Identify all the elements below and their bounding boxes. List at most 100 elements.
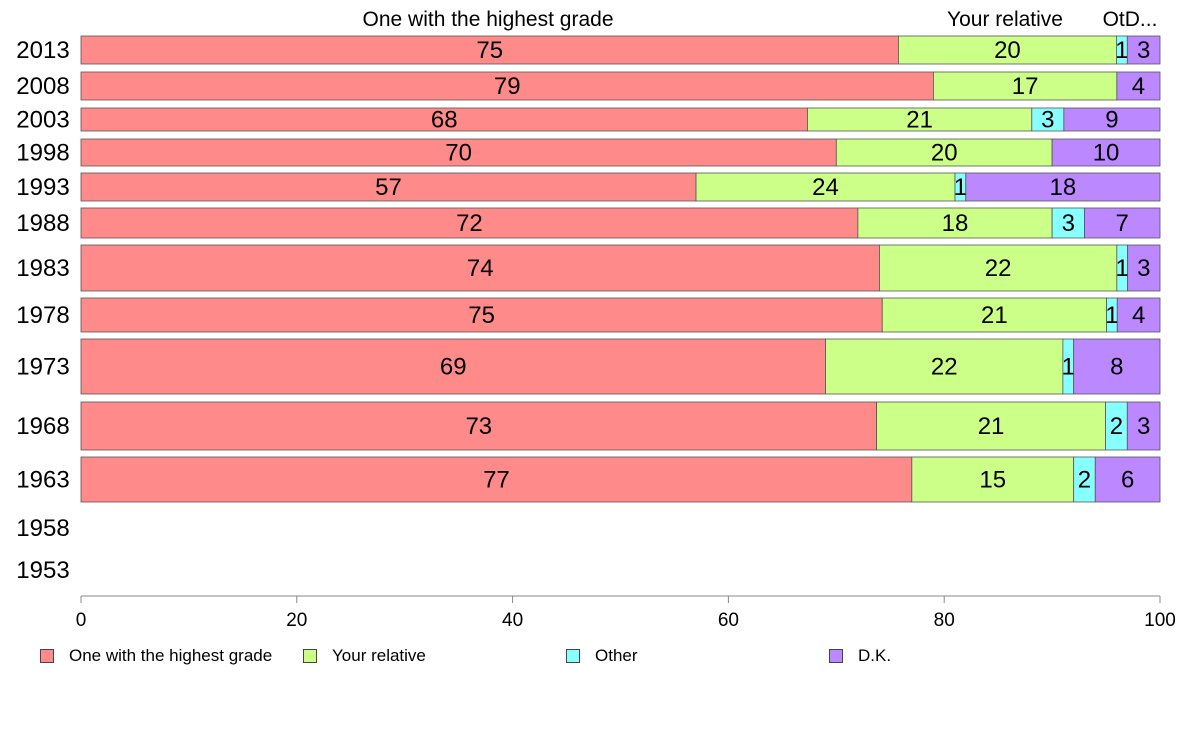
bar-1998-series-0: [80, 138, 837, 167]
bar-label-1998-series-3: 10: [1093, 140, 1120, 167]
bar-label-1983-series-1: 22: [985, 255, 1012, 282]
bar-label-1988-series-2: 3: [1062, 210, 1075, 237]
year-label-1963: 1963: [16, 467, 69, 494]
x-tick-label-60: 60: [718, 610, 739, 631]
bar-label-2008-series-0: 79: [494, 73, 521, 100]
bar-label-1978-series-1: 21: [981, 302, 1008, 329]
bar-1993-series-3: [965, 172, 1161, 202]
legend-swatch-highest-grade: [40, 649, 54, 663]
bar-1983-series-3: [1127, 244, 1161, 292]
year-label-2003: 2003: [16, 107, 69, 134]
year-label-1998: 1998: [16, 140, 69, 167]
bar-2013-series-1: [898, 35, 1117, 65]
legend-label-dk: D.K.: [858, 646, 892, 665]
legend-label-highest-grade: One with the highest grade: [69, 646, 273, 665]
bar-1988-series-2: [1051, 207, 1085, 239]
legend-swatch-your-relative: [303, 649, 317, 663]
bar-label-2003-series-3: 9: [1105, 107, 1118, 134]
column-headers: One with the highest grade Your relative O…: [363, 8, 1158, 31]
year-label-1993: 1993: [16, 174, 69, 201]
bar-2008-series-3: [1116, 71, 1161, 101]
year-label-1953: 1953: [16, 557, 69, 584]
bar-label-1983-series-2: 1: [1116, 255, 1129, 282]
year-label-2008: 2008: [16, 73, 69, 100]
bar-2008-series-1: [933, 71, 1118, 101]
bar-label-1963-series-2: 2: [1078, 467, 1091, 494]
legend-item-your-relative: Your relative: [303, 646, 426, 666]
bar-label-1993-series-1: 24: [812, 174, 839, 201]
bar-1978-series-1: [881, 297, 1107, 333]
legend-swatch-other: [566, 649, 580, 663]
bar-label-2013-series-0: 75: [476, 37, 503, 64]
bar-1973-series-3: [1073, 338, 1161, 395]
x-tick-label-100: 100: [1144, 610, 1176, 631]
bar-label-1993-series-3: 18: [1050, 174, 1077, 201]
bar-1973-series-0: [80, 338, 826, 395]
bar-label-2008-series-1: 17: [1012, 73, 1039, 100]
bar-1998-series-3: [1051, 138, 1161, 167]
bar-1983-series-0: [80, 244, 880, 292]
bar-label-1963-series-0: 77: [483, 467, 510, 494]
bar-label-1973-series-0: 69: [440, 354, 467, 381]
bar-label-1998-series-1: 20: [931, 140, 958, 167]
year-label-1978: 1978: [16, 302, 69, 329]
bar-1978-series-3: [1116, 297, 1161, 333]
bar-label-1968-series-1: 21: [978, 413, 1005, 440]
bar-1963-series-3: [1094, 456, 1161, 503]
year-label-1973: 1973: [16, 354, 69, 381]
legend-item-highest-grade: One with the highest grade: [40, 646, 272, 666]
bar-2013-series-0: [80, 35, 899, 65]
bar-1968-series-0: [80, 401, 878, 451]
x-tick-label-40: 40: [502, 610, 523, 631]
bar-1973-series-1: [825, 338, 1064, 395]
bar-label-1968-series-3: 3: [1137, 413, 1150, 440]
bar-1963-series-0: [80, 456, 913, 503]
bar-label-1983-series-0: 74: [467, 255, 494, 282]
year-label-1958: 1958: [16, 515, 69, 542]
stacked-bar-chart: One with the highest grade Your relative O…: [16, 8, 1176, 631]
bar-1988-series-1: [857, 207, 1053, 239]
legend-swatch-dk: [829, 649, 843, 663]
bar-label-1963-series-3: 6: [1121, 467, 1134, 494]
bar-label-1993-series-0: 57: [375, 174, 402, 201]
bar-label-1993-series-2: 1: [954, 174, 967, 201]
bar-1968-series-3: [1126, 401, 1161, 451]
bar-label-2013-series-3: 3: [1137, 37, 1150, 64]
bar-1963-series-1: [911, 456, 1075, 503]
bar-label-1988-series-0: 72: [456, 210, 483, 237]
x-tick-label-0: 0: [76, 610, 87, 631]
bar-label-1978-series-2: 1: [1105, 302, 1118, 329]
bar-2003-series-3: [1063, 107, 1161, 132]
bar-label-1978-series-0: 75: [468, 302, 495, 329]
bar-label-1988-series-1: 18: [942, 210, 969, 237]
bar-1988-series-0: [80, 207, 859, 239]
year-label-1988: 1988: [16, 210, 69, 237]
bar-1993-series-1: [695, 172, 956, 202]
bar-label-2003-series-2: 3: [1041, 107, 1054, 134]
year-label-1968: 1968: [16, 413, 69, 440]
legend-item-other: Other: [566, 646, 638, 666]
header-label-2: OtD...: [1103, 8, 1158, 31]
bar-label-1973-series-2: 1: [1062, 354, 1075, 381]
legend-item-dk: D.K.: [829, 646, 891, 666]
bar-label-2003-series-0: 68: [431, 107, 458, 134]
bar-2013-series-3: [1126, 35, 1161, 65]
legend-label-other: Other: [595, 646, 638, 665]
legend: One with the highest grade Your relative…: [0, 646, 1188, 676]
bar-1968-series-1: [876, 401, 1106, 451]
legend-label-your-relative: Your relative: [332, 646, 426, 665]
bar-label-1988-series-3: 7: [1116, 210, 1129, 237]
bar-label-2013-series-1: 20: [994, 37, 1021, 64]
x-axis: 0 20 40 60 80 100: [76, 595, 1176, 631]
bar-label-1978-series-3: 4: [1132, 302, 1145, 329]
year-label-1983: 1983: [16, 255, 69, 282]
bar-label-1973-series-3: 8: [1110, 354, 1123, 381]
bar-label-1983-series-3: 3: [1137, 255, 1150, 282]
year-labels: 2013 2008 2003 1998 1993 1988 1983 1978 1973 1968…: [16, 37, 69, 584]
bar-label-1963-series-1: 15: [979, 467, 1006, 494]
x-tick-label-80: 80: [934, 610, 955, 631]
bar-1988-series-3: [1084, 207, 1161, 239]
bar-label-1973-series-1: 22: [931, 354, 958, 381]
header-label-1: Your relative: [947, 8, 1063, 31]
